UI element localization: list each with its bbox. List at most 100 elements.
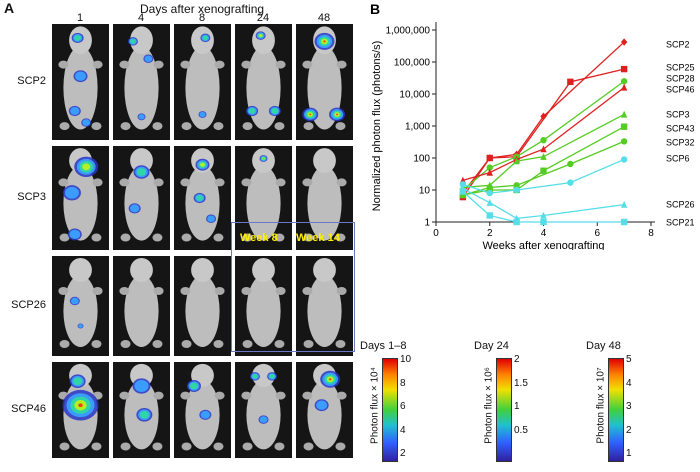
mouse-image-scp2-day-1: [52, 24, 109, 140]
mouse-image-scp3-day-1: [52, 146, 109, 250]
data-point: [540, 211, 547, 219]
colorbar-tick: 3: [626, 401, 632, 412]
colorbar-tick: 1: [626, 448, 632, 459]
mouse-image-scp26-day-4: [113, 256, 170, 356]
row-label-scp3: SCP3: [17, 191, 46, 203]
day-label-1: 1: [76, 12, 84, 24]
data-point: [540, 218, 547, 226]
colorbar-tick: 2: [400, 448, 406, 459]
x-tick-label: 2: [487, 228, 493, 239]
colorbar-gradient-2: [496, 358, 512, 462]
data-point: [459, 181, 467, 188]
row-label-scp2: SCP2: [17, 75, 46, 87]
colorbar-tick: 1: [514, 401, 520, 412]
inset-label-week-14: Week 14: [296, 232, 340, 244]
x-tick-label: 8: [648, 228, 654, 239]
data-point: [567, 179, 574, 186]
data-point: [513, 157, 520, 165]
y-tick-label: 100: [413, 154, 430, 165]
photon-flux-chart: B 1 10 100 1,000 10,000 100,000 1,000,000 0 2 4 6 8 W…: [370, 1, 695, 250]
colorbar-tick: 4: [626, 377, 632, 389]
data-point: [486, 212, 493, 219]
data-point: [620, 65, 628, 73]
colorbar-title-1: Days 1–8: [360, 340, 407, 352]
mouse-image-scp46-day-48: [296, 362, 353, 458]
mouse-image-scp46-day-1: [52, 362, 109, 458]
data-point: [486, 199, 493, 206]
data-point: [620, 123, 628, 130]
data-point: [486, 154, 493, 162]
colorbar-tick: 6: [400, 401, 406, 412]
data-point: [620, 200, 628, 208]
mouse-image-scp2-day-8: [174, 24, 231, 140]
data-point: [540, 112, 547, 121]
inset-frame: [231, 222, 355, 352]
data-point: [620, 83, 628, 91]
day-label-48: 48: [317, 12, 331, 24]
series-label-scp32: SCP32: [666, 138, 695, 148]
mouse-image-scp2-day-48: [296, 24, 353, 140]
mouse-image-scp3-day-8: [174, 146, 231, 250]
colorbar-gradient-3: [608, 358, 624, 462]
data-point: [540, 152, 547, 160]
y-tick-label: 10: [419, 186, 431, 197]
series-label-scp2: SCP2: [666, 40, 690, 50]
x-tick-label: 6: [594, 228, 600, 239]
data-point: [513, 182, 520, 189]
series-label-scp25: SCP25: [666, 63, 695, 73]
mouse-image-scp26-day-24: [235, 256, 292, 356]
series-label-scp46: SCP46: [666, 85, 695, 95]
mouse-image-scp26-day-48: [296, 256, 353, 356]
days-header: Days after xenografting: [140, 2, 265, 16]
data-point: [540, 167, 547, 174]
colorbar-axis-label-1: Photon flux × 10⁴: [369, 367, 381, 444]
mouse-image-scp26-day-1: [52, 256, 109, 356]
x-tick-label: 0: [433, 228, 439, 239]
data-point: [513, 186, 520, 194]
mouse-image-scp46-day-24: [235, 362, 292, 458]
x-tick-label: 4: [541, 228, 547, 239]
colorbar-tick: 0.5: [514, 424, 528, 436]
data-point: [486, 184, 493, 191]
y-tick-label: 1,000: [405, 122, 430, 133]
colorbar-title-2: Day 24: [474, 340, 509, 352]
colorbar-tick: 5: [626, 354, 632, 365]
data-point: [620, 156, 628, 163]
panel-letter-b: B: [370, 1, 380, 17]
mouse-image-scp2-day-24: [235, 24, 292, 140]
mouse-image-scp3-day-48: [296, 146, 353, 250]
colorbar-axis-label-3: Photon flux × 10⁷: [595, 367, 607, 444]
colorbar-tick: 4: [400, 424, 406, 436]
series-label-scp6: SCP6: [666, 154, 690, 164]
colorbar-tick: 10: [400, 354, 412, 365]
series-label-scp28: SCP28: [666, 74, 695, 84]
colorbar-tick: 1.5: [514, 377, 528, 389]
y-tick-label: 10,000: [399, 90, 430, 101]
y-tick-label: 100,000: [394, 58, 431, 69]
series-label-scp21: SCP21: [666, 218, 695, 228]
mouse-image-scp46-day-8: [174, 362, 231, 458]
panel-letter-a: A: [4, 0, 15, 16]
mouse-image-scp3-day-24: [235, 146, 292, 250]
data-point: [486, 189, 493, 197]
series-label-scp3: SCP3: [666, 110, 690, 120]
day-label-8: 8: [198, 12, 206, 24]
data-point: [486, 168, 493, 176]
x-axis-title: Weeks after xenografting: [482, 240, 604, 250]
data-point: [513, 218, 520, 226]
colorbar-tick: 2: [514, 354, 520, 365]
row-label-scp46: SCP46: [11, 403, 46, 415]
mouse-image-scp2-day-4: [113, 24, 170, 140]
series-label-scp43: SCP43: [666, 124, 695, 134]
day-label-24: 24: [256, 12, 270, 24]
data-point: [567, 160, 574, 168]
colorbar-tick: 8: [400, 377, 406, 389]
data-point: [620, 138, 628, 145]
row-label-scp26: SCP26: [11, 299, 46, 311]
day-label-4: 4: [137, 12, 145, 24]
mouse-image-scp26-day-8: [174, 256, 231, 356]
colorbar-tick: 2: [626, 424, 632, 436]
inset-label-week-8: Week 8: [240, 232, 278, 244]
data-point: [567, 78, 574, 86]
data-point: [620, 78, 628, 85]
